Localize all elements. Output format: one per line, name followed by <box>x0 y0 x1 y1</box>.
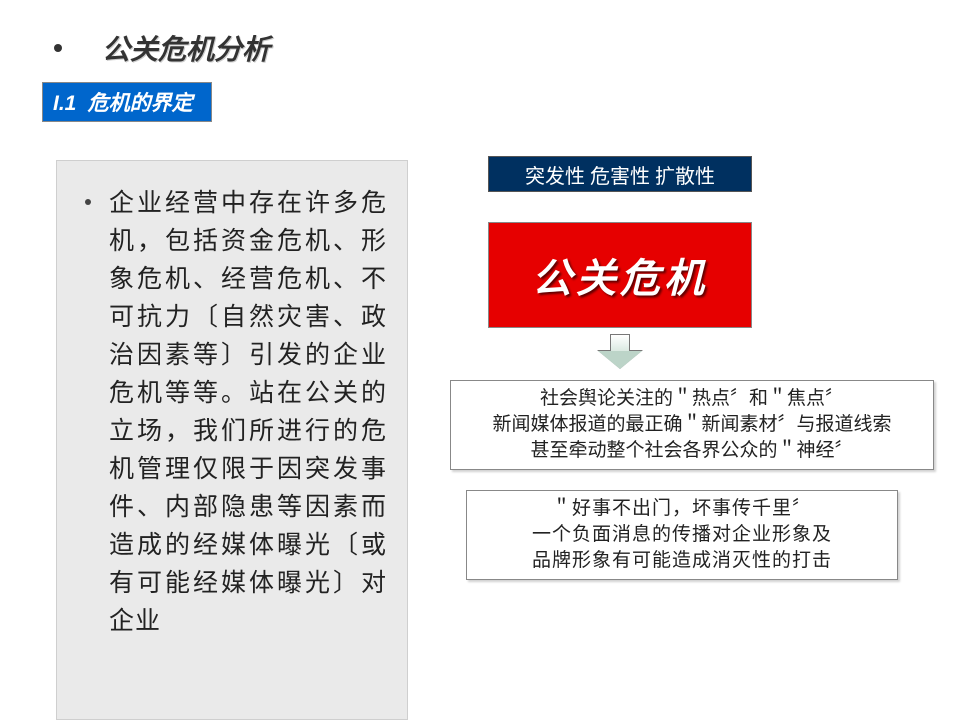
crisis-box: 公关危机 <box>488 222 752 328</box>
consequence-box-1: 社会舆论关注的＂热点〞和＂焦点〞 新闻媒体报道的最正确＂新闻素材〞与报道线索 甚… <box>450 380 934 470</box>
consequence-2-line-1: ＂好事不出门，坏事传千里〞 <box>475 496 889 522</box>
consequence-2-line-3: 品牌形象有可能造成消灭性的打击 <box>475 548 889 574</box>
consequence-box-2: ＂好事不出门，坏事传千里〞 一个负面消息的传播对企业形象及 品牌形象有可能造成消… <box>466 490 898 580</box>
arrow-down-icon <box>598 334 642 370</box>
consequence-1-line-1: 社会舆论关注的＂热点〞和＂焦点〞 <box>459 386 925 412</box>
consequence-1-line-3: 甚至牵动整个社会各界公众的＂神经〞 <box>459 438 925 464</box>
consequence-1-line-2: 新闻媒体报道的最正确＂新闻素材〞与报道线索 <box>459 412 925 438</box>
title-bullet-icon <box>54 44 62 52</box>
body-text: 企业经营中存在许多危机，包括资金危机、形象危机、经营危机、不可抗力〔自然灾害、政… <box>109 185 387 641</box>
section-number: I.1 <box>53 92 76 115</box>
body-panel: 企业经营中存在许多危机，包括资金危机、形象危机、经营危机、不可抗力〔自然灾害、政… <box>56 160 408 720</box>
characteristics-text: 突发性 危害性 扩散性 <box>525 160 715 189</box>
body-bullet-icon <box>85 199 91 205</box>
section-badge: I.1 危机的界定 <box>42 82 212 122</box>
characteristics-label: 突发性 危害性 扩散性 <box>488 156 752 192</box>
slide-title-row: 公关危机分析 <box>54 28 270 68</box>
slide-title: 公关危机分析 <box>102 28 270 68</box>
consequence-2-line-2: 一个负面消息的传播对企业形象及 <box>475 522 889 548</box>
section-label: 危机的界定 <box>88 91 193 115</box>
crisis-box-text: 公关危机 <box>532 246 708 304</box>
